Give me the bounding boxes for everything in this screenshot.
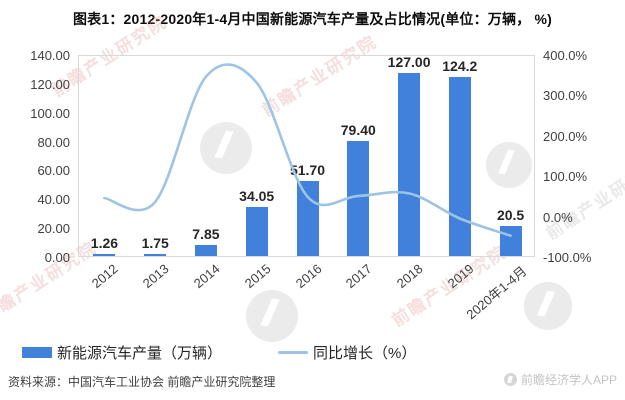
y-axis-left-tick: 60.00 [37, 163, 70, 179]
plot-area: 1.26 1.75 7.85 34.05 51.70 79.40 127.00 124.2 20… [78, 53, 535, 257]
bar-2019 [448, 76, 471, 256]
brand-footer: 前瞻经济学人APP [503, 371, 617, 388]
brand-logo-icon [503, 373, 517, 386]
bar-2012 [93, 254, 116, 256]
y-axis-right-tick: 100.0% [543, 169, 588, 185]
bar-2018 [398, 72, 421, 256]
y-axis-right-tick: -100.0% [543, 250, 592, 265]
x-axis-label: 2014 [190, 261, 223, 292]
brand-app-label: 前瞻经济学人APP [520, 373, 617, 387]
bar-2015 [245, 206, 268, 256]
legend-item-growth: 同比增长（%） [278, 342, 416, 363]
y-axis-left-tick: 0.00 [44, 250, 70, 265]
legend-label-growth: 同比增长（%） [313, 345, 417, 362]
x-axis-label: 2015 [241, 261, 274, 292]
bar-value-label: 127.00 [387, 53, 431, 70]
bar-2013 [144, 253, 167, 256]
growth-line-path [103, 63, 512, 237]
y-axis-right-tick: 200.0% [543, 128, 588, 144]
legend-item-production: 新能源汽车产量（万辆） [22, 342, 222, 363]
bar-2014 [194, 244, 217, 256]
y-axis-left-tick: 140.00 [30, 48, 70, 63]
y-axis-left-tick: 80.00 [37, 134, 70, 150]
x-axis-label: 2017 [343, 261, 375, 292]
watermark-text: 前瞻产业研究院 [542, 154, 625, 244]
bar-2017 [347, 141, 370, 256]
bar-value-label: 1.75 [141, 234, 169, 251]
legend-label-production: 新能源汽车产量（万辆） [57, 345, 223, 362]
y-axis-right-tick: 0.0% [543, 209, 573, 225]
bar-value-label: 34.05 [239, 187, 275, 204]
bar-value-label: 1.26 [90, 235, 119, 252]
y-axis-left-tick: 40.00 [37, 192, 70, 208]
bar-value-label: 20.5 [496, 207, 525, 224]
x-axis-label: 2013 [140, 261, 172, 292]
bar-series-swatch [22, 347, 52, 358]
x-axis-label: 2020年1-4月 [463, 263, 530, 323]
x-axis-label: 2016 [292, 261, 325, 292]
growth-line-series [103, 63, 512, 237]
y-axis-left-tick: 20.00 [37, 221, 70, 237]
y-axis-right-tick: 300.0% [543, 88, 588, 104]
x-axis-label: 2018 [393, 261, 426, 292]
bar-value-label: 51.70 [289, 162, 326, 179]
y-axis-right-tick: 400.0% [543, 48, 588, 63]
line-series-swatch [278, 351, 309, 354]
bar-value-label: 79.40 [340, 122, 376, 139]
chart-title: 图表1：2012-2020年1-4月中国新能源汽车产量及占比情况(单位：万辆， … [72, 11, 553, 27]
bar-value-label: 124.2 [442, 57, 478, 74]
source-note: 资料来源：中国汽车工业协会 前瞻产业研究院整理 [8, 375, 276, 389]
x-axis-label: 2012 [89, 261, 122, 292]
y-axis-left-tick: 100.00 [30, 105, 70, 121]
y-axis-left-tick: 120.00 [30, 76, 70, 92]
chart-legend: 新能源汽车产量（万辆） 同比增长（%） [22, 342, 416, 363]
watermark-logo-icon [524, 282, 572, 330]
bar-value-label: 7.85 [192, 225, 220, 242]
